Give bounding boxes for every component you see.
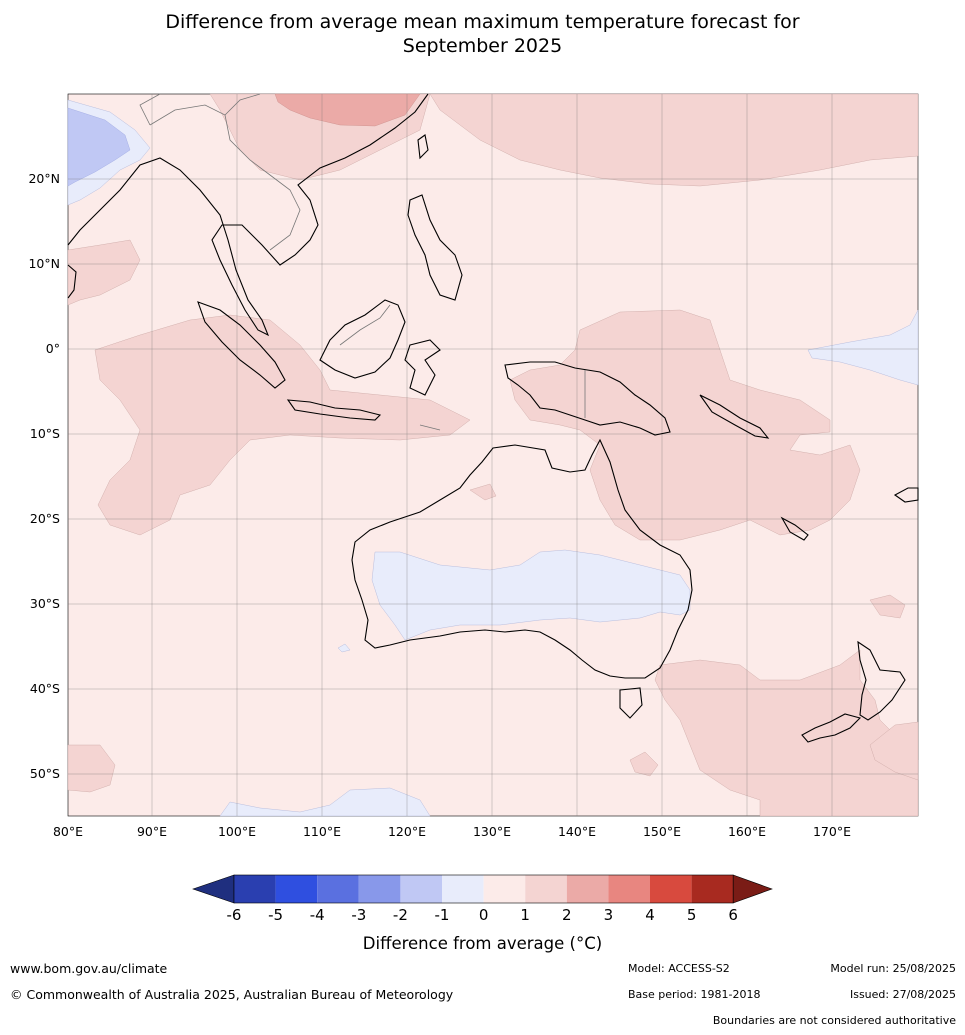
lon-label-80e: 80°E xyxy=(52,824,84,839)
colorbar-tick-4: 4 xyxy=(645,906,655,924)
colorbar-tick--2: -2 xyxy=(392,906,408,924)
lon-label-130e: 130°E xyxy=(472,824,511,839)
region-indian-ocean xyxy=(94,314,471,536)
colorbar-tick-1: 1 xyxy=(520,906,530,924)
region-small-east xyxy=(869,594,906,619)
colorbar xyxy=(192,874,773,904)
region-china-warm xyxy=(274,93,421,127)
colorbar-tick--6: -6 xyxy=(226,906,242,924)
tasmania-coast xyxy=(619,687,643,719)
colorbar-tick--4: -4 xyxy=(309,906,325,924)
region-north-pacific xyxy=(429,93,919,187)
region-se-pacific xyxy=(869,721,919,781)
colorbar-tick--5: -5 xyxy=(268,906,284,924)
borneo-coast xyxy=(319,299,406,379)
region-small-south xyxy=(629,751,659,777)
java-coast xyxy=(286,399,382,421)
sri-lanka-coast xyxy=(67,264,77,299)
map-area: 20°N 10°N 0° 10°S 20°S 30°S 40°S 50°S 80… xyxy=(28,93,919,839)
border-borneo xyxy=(339,304,391,346)
colorbar-tick-5: 5 xyxy=(686,906,697,924)
colorbar-bin--3--2 xyxy=(358,875,401,903)
lon-label-90e: 90°E xyxy=(136,824,168,839)
colorbar-bin--5--4 xyxy=(275,875,318,903)
title-line-2: September 2025 xyxy=(402,35,563,57)
colorbar-bin--1-0 xyxy=(442,875,484,903)
footer-copyright: © Commonwealth of Australia 2025, Austra… xyxy=(10,987,454,1002)
colorbar-tick-0: 0 xyxy=(478,906,489,924)
colorbar-tick--3: -3 xyxy=(351,906,367,924)
footer-base-period: Base period: 1981-2018 xyxy=(628,988,761,1001)
colorbar-bin-3-4 xyxy=(608,875,650,903)
lon-label-150e: 150°E xyxy=(642,824,681,839)
fiji-coast xyxy=(893,487,919,503)
lat-label-10s: 10°S xyxy=(29,426,60,441)
colorbar-bin--6--5 xyxy=(234,875,276,903)
anomaly-regions-neg1-0 xyxy=(219,309,919,817)
lat-label-40s: 40°S xyxy=(29,681,60,696)
border-mainland-north xyxy=(139,93,261,126)
new-guinea-coast xyxy=(504,361,671,436)
colorbar-bin-4-5 xyxy=(650,875,692,903)
colorbar-tick-2: 2 xyxy=(562,906,572,924)
region-sw-indian xyxy=(67,744,116,793)
taiwan-coast xyxy=(417,134,429,160)
sulawesi-coast xyxy=(404,339,441,396)
nz-south-coast xyxy=(801,713,862,743)
lon-label-100e: 100°E xyxy=(217,824,256,839)
footer-disclaimer: Boundaries are not considered authoritat… xyxy=(712,1014,956,1027)
nz-north-coast xyxy=(857,640,906,721)
colorbar-bin-5-6 xyxy=(691,875,734,903)
solomon-coast xyxy=(699,394,770,439)
region-west-pacific xyxy=(509,309,861,541)
colorbar-frame xyxy=(233,874,734,904)
lon-label-110e: 110°E xyxy=(302,824,341,839)
footer-model: Model: ACCESS-S2 xyxy=(628,962,730,975)
lat-label-10n: 10°N xyxy=(28,256,60,271)
region-equatorial-east xyxy=(807,309,919,386)
colorbar-extend-low xyxy=(192,874,235,904)
region-timor xyxy=(469,483,497,501)
colorbar-bin-1-2 xyxy=(525,875,567,903)
lat-label-30s: 30°S xyxy=(29,596,60,611)
region-arabian-sea xyxy=(67,239,141,306)
colorbar-bin--2--1 xyxy=(400,875,442,903)
map-svg xyxy=(67,93,919,817)
boundaries xyxy=(139,93,586,431)
region-small-south-blue xyxy=(337,643,351,653)
lat-label-0: 0° xyxy=(45,341,60,356)
title-line-1: Difference from average mean maximum tem… xyxy=(165,11,800,33)
lon-label-170e: 170°E xyxy=(812,824,851,839)
colorbar-bin--4--3 xyxy=(317,875,359,903)
colorbar-extend-high xyxy=(732,874,773,904)
new-caledonia-coast xyxy=(780,516,809,541)
lat-label-20s: 20°S xyxy=(29,511,60,526)
border-indochina xyxy=(149,104,301,251)
colorbar-tick-3: 3 xyxy=(603,906,614,924)
lon-label-120e: 120°E xyxy=(387,824,426,839)
chart-title: Difference from average mean maximum tem… xyxy=(0,10,965,58)
coastlines xyxy=(67,93,919,743)
region-bay-of-bengal xyxy=(67,107,131,187)
region-south-cold xyxy=(219,787,431,817)
footer-website[interactable]: www.bom.gov.au/climate xyxy=(10,961,168,976)
lon-label-160e: 160°E xyxy=(727,824,766,839)
colorbar-label: Difference from average (°C) xyxy=(362,934,603,953)
lat-label-20n: 20°N xyxy=(28,171,60,186)
region-central-australia xyxy=(371,549,691,641)
asia-mainland-coast xyxy=(67,93,429,337)
lat-label-50s: 50°S xyxy=(29,766,60,781)
sumatra-coast xyxy=(197,301,286,389)
footer-model-run: Model run: 25/08/2025 xyxy=(830,962,956,975)
colorbar-tick--1: -1 xyxy=(434,906,450,924)
footer-issued: Issued: 27/08/2025 xyxy=(849,988,956,1001)
border-timor xyxy=(419,424,441,431)
colorbar-bin-2-3 xyxy=(566,875,609,903)
philippines-coast xyxy=(407,194,463,301)
colorbar-tick-6: 6 xyxy=(728,906,738,924)
lon-label-140e: 140°E xyxy=(557,824,596,839)
colorbar-bin-0-1 xyxy=(483,875,526,903)
australia-coast xyxy=(351,438,693,679)
gridlines xyxy=(68,94,918,816)
